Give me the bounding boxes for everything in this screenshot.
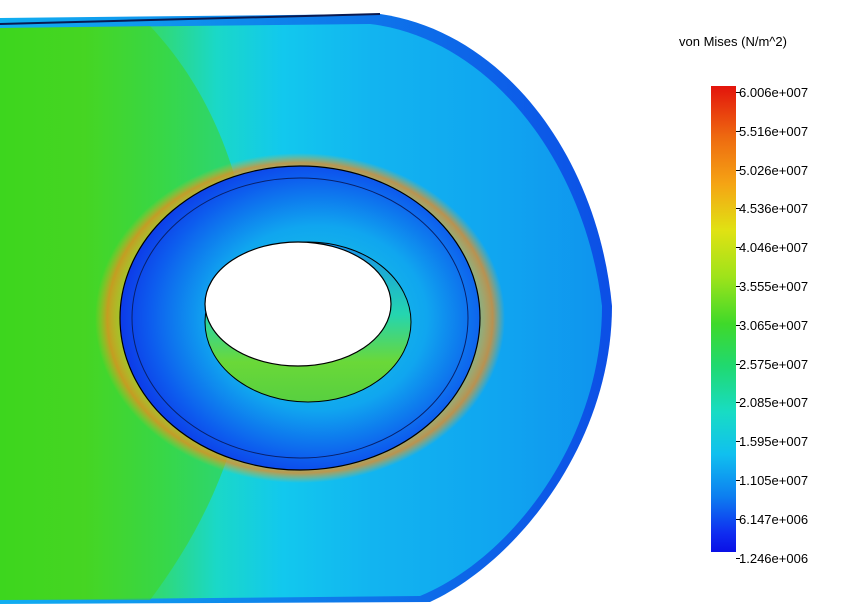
legend-tick	[736, 557, 740, 559]
legend-label: 3.065e+007	[739, 317, 809, 333]
legend-title: von Mises (N/m^2)	[679, 34, 787, 49]
legend-label: 3.555e+007	[739, 279, 809, 294]
part-top-edge-line	[0, 13, 381, 25]
legend-tick	[736, 247, 740, 249]
legend-tick	[736, 518, 740, 520]
legend-tick	[736, 286, 740, 287]
legend-label: 4.046e+007	[739, 240, 809, 256]
through-hole	[204, 241, 392, 367]
legend-label: 6.147e+006	[739, 511, 809, 527]
legend-label: 2.575e+007	[739, 356, 809, 372]
legend-label: 2.085e+007	[739, 395, 809, 411]
legend-tick	[736, 324, 740, 326]
legend-tick	[736, 441, 740, 443]
legend-tick	[736, 480, 740, 481]
legend-tick	[736, 92, 740, 93]
boss-inner-rim	[131, 177, 469, 459]
legend-label: 4.536e+007	[739, 201, 809, 217]
legend-label: 1.246e+006	[739, 550, 809, 566]
legend-tick	[736, 130, 740, 132]
legend-label: 5.516e+007	[739, 123, 809, 139]
legend-label: 6.006e+007	[739, 85, 809, 100]
legend-tick	[736, 208, 740, 210]
legend-label: 1.105e+007	[739, 473, 809, 488]
legend-label: 5.026e+007	[739, 162, 809, 178]
legend-tick	[736, 169, 740, 171]
legend-colorbar	[711, 86, 736, 552]
legend-label: 1.595e+007	[739, 434, 809, 450]
legend-tick	[736, 363, 740, 365]
legend-tick	[736, 402, 740, 404]
